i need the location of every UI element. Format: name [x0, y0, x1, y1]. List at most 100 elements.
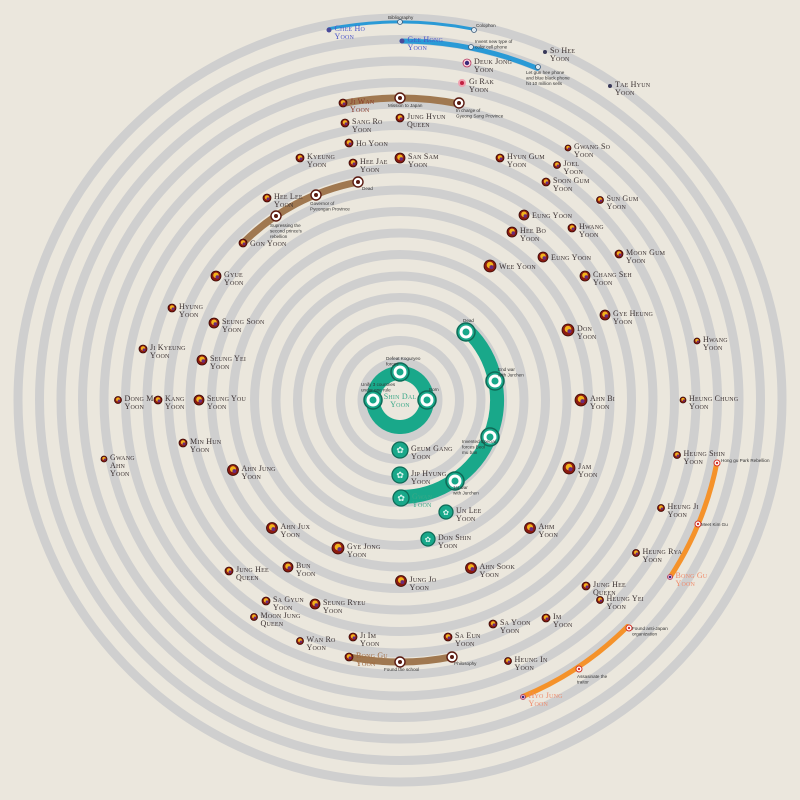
person-node[interactable]: Seung Soon Yoon: [208, 317, 265, 334]
person-node[interactable]: Hee Jae Yoon: [348, 157, 388, 174]
person-node[interactable]: Ji Kyeung Yoon: [138, 343, 186, 360]
person-node[interactable]: Sa Gyun Yoon: [261, 595, 304, 612]
person-node[interactable]: Gye Heung Yoon: [599, 309, 653, 326]
person-node[interactable]: Heung Yei Yoon: [596, 594, 644, 611]
person-node[interactable]: Jung Hee Queen: [224, 565, 269, 582]
person-node[interactable]: Jung Hyun Queen: [395, 112, 446, 129]
person-node[interactable]: Bong Gu Yoon: [667, 571, 708, 588]
person-node[interactable]: Heung In Yoon: [504, 655, 549, 672]
person-node[interactable]: Chee Ho Yoon: [326, 24, 366, 41]
timeline-event[interactable]: Mission to Japan: [388, 92, 423, 108]
person-node[interactable]: Gi Rak Yoon: [458, 77, 494, 94]
person-name-line: Yoon: [190, 445, 210, 454]
flower-glyph: ✿: [396, 445, 404, 455]
person-node[interactable]: Heung Rya Yoon: [632, 547, 683, 564]
timeline-event[interactable]: Found anti-Japan organization: [625, 624, 668, 637]
person-node[interactable]: Gyue Yoon: [210, 270, 244, 287]
timeline-event[interactable]: In charge of Gyeong Sang Province: [453, 97, 504, 119]
timeline-event[interactable]: Hong gu Park Rebellion: [713, 458, 770, 467]
person-node[interactable]: Hyung Yoon: [167, 302, 204, 319]
timeline-event[interactable]: Bibliography: [388, 15, 414, 25]
person-node[interactable]: Joel Yoon: [553, 159, 584, 176]
center-person-name[interactable]: Shin Dal Yoon: [384, 392, 417, 409]
timeline-event[interactable]: Born: [417, 387, 439, 410]
person-node[interactable]: Eung Yoon: [518, 209, 573, 221]
person-node[interactable]: Jung Jo Yoon: [395, 575, 437, 592]
person-node[interactable]: Hee Lee Yoon: [262, 192, 303, 209]
timeline-event[interactable]: Supressing the second prince's rebellion: [270, 210, 302, 239]
person-node[interactable]: ✿ Gwan Yoon: [392, 489, 433, 509]
person-node[interactable]: Jung Hee Queen: [581, 580, 626, 597]
person-node[interactable]: Hyun Gum Yoon: [495, 152, 545, 169]
person-node[interactable]: Sun Gum Yoon: [596, 194, 639, 211]
person-node[interactable]: Don Yoon: [561, 323, 597, 341]
person-node[interactable]: Moon Gum Yoon: [614, 248, 666, 265]
person-node[interactable]: Seung Ryeu Yoon: [309, 598, 366, 615]
person-node[interactable]: ✿ Geum Gang Yoon: [391, 441, 453, 461]
person-node[interactable]: Ahn Bi Yoon: [574, 393, 615, 411]
timeline-event[interactable]: Dead: [352, 176, 373, 191]
emblem-shade: [198, 399, 202, 403]
person-node[interactable]: Hyo Jung Yoon: [520, 691, 564, 708]
person-node[interactable]: Ahn Jux Yoon: [266, 522, 311, 539]
person-node[interactable]: Jam Yoon: [562, 461, 598, 479]
person-node[interactable]: Ahm Yoon: [524, 522, 559, 539]
person-node[interactable]: Seung You Yoon: [193, 394, 247, 411]
person-node[interactable]: Wee Yoon: [483, 259, 536, 273]
person-node[interactable]: Ji Wan Yoon: [338, 97, 375, 114]
timeline-event[interactable]: Assasinate the traitor: [575, 665, 608, 685]
timeline-event[interactable]: Colophon: [471, 23, 497, 33]
person-node[interactable]: Sa Yoon Yoon: [488, 618, 531, 635]
person-node[interactable]: Gon Yoon: [238, 238, 287, 248]
person-node[interactable]: Bong Gu Yoon: [344, 651, 388, 668]
person-node[interactable]: Eung Yoon: [537, 251, 592, 263]
person-node[interactable]: Wan Ro Yoon: [296, 635, 337, 652]
person-node[interactable]: ✿ Don Shin Yoon: [420, 531, 472, 550]
person-node[interactable]: Gwang So Yoon: [564, 142, 611, 159]
person-node[interactable]: Deuk Jong Yoon: [462, 57, 512, 74]
person-node[interactable]: Gwang Ahn Yoon: [100, 453, 135, 478]
person-node[interactable]: So Hee Yoon: [543, 46, 575, 63]
person-node[interactable]: Gye Jong Yoon: [331, 541, 381, 559]
person-node[interactable]: Moon Jung Queen: [250, 611, 301, 628]
person-node[interactable]: Tae Hyun Yoon: [608, 80, 651, 97]
person-node[interactable]: Dong Me Yoon: [114, 394, 158, 411]
timeline-event[interactable]: Defeat Koguryeo forces: [386, 356, 421, 382]
timeline-event[interactable]: Invent new type of color cell phone: [468, 39, 514, 50]
person-node[interactable]: Hwang Yoon: [567, 222, 604, 239]
timeline-event[interactable]: Dead: [456, 318, 476, 342]
timeline-event[interactable]: Governor of Pyeongan Province: [310, 189, 350, 212]
person-node[interactable]: Kang Yoon: [153, 394, 185, 411]
timeline-event[interactable]: Invented Special forces Beol mu ban: [462, 427, 500, 455]
person-node[interactable]: Gee Hong Yoon: [399, 35, 444, 52]
timeline-event[interactable]: Let gun hee phone and blue black phone hit…: [526, 64, 570, 87]
person-node[interactable]: Heung Ji Yoon: [657, 502, 699, 519]
person-node[interactable]: Heung Shin Yoon: [673, 449, 726, 466]
person-node[interactable]: Hee Bo Yoon: [506, 226, 546, 243]
person-node[interactable]: Ho Yoon: [344, 138, 388, 148]
person-node[interactable]: Kyeung Yoon: [295, 152, 335, 169]
timeline-event[interactable]: Found the school: [384, 656, 419, 672]
person-node[interactable]: Bun Yoon: [282, 561, 316, 578]
person-node[interactable]: Heung Chung Yoon: [679, 394, 739, 411]
timeline-event[interactable]: End war with Jurchen: [485, 367, 524, 391]
person-node[interactable]: Soon Gum Yoon: [541, 176, 590, 193]
person-node[interactable]: Hwang Yoon: [693, 335, 728, 352]
person-node[interactable]: Min Hun Yoon: [178, 437, 222, 454]
person-node[interactable]: Seung Yei Yoon: [196, 354, 246, 371]
person-node[interactable]: Ji Im Yoon: [348, 631, 380, 648]
timeline-event[interactable]: 1st war with Jurchen: [445, 471, 479, 496]
person-node[interactable]: Chang Seh Yoon: [579, 270, 632, 287]
timeline-event[interactable]: Unify 3 countries under one rule: [361, 382, 396, 410]
person-node[interactable]: ✿ Un Lee Yoon: [438, 504, 482, 523]
person-node[interactable]: Sa Eun Yoon: [443, 631, 481, 648]
person-node[interactable]: ✿ Jip Hyung Yoon: [391, 466, 447, 486]
person-node[interactable]: Ahn Jung Yoon: [227, 464, 277, 481]
person-node[interactable]: Sang Ro Yoon: [340, 117, 383, 134]
timeline-event[interactable]: Meet Kim Gu: [694, 520, 728, 528]
person-node[interactable]: Im Yoon: [541, 612, 573, 629]
person-node[interactable]: Ahn Sook Yoon: [465, 562, 516, 579]
timeline-event[interactable]: Philosophy: [446, 651, 477, 666]
person-node[interactable]: San Sam Yoon: [394, 152, 439, 169]
